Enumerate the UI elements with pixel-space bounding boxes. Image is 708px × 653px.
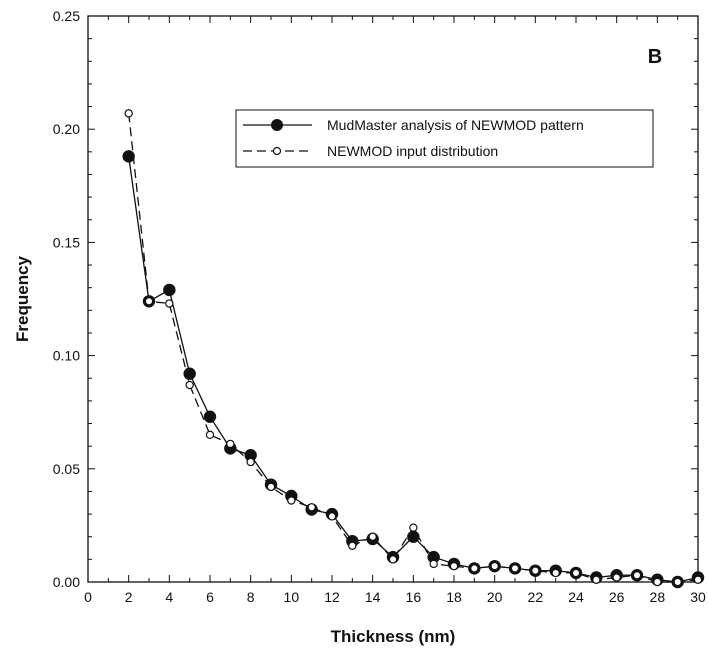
legend: MudMaster analysis of NEWMOD pattern NEW… bbox=[235, 109, 654, 168]
newmod-point bbox=[246, 457, 255, 467]
x-tick-label: 6 bbox=[206, 589, 214, 605]
newmod-point bbox=[348, 541, 357, 550]
y-tick-label: 0.15 bbox=[53, 234, 80, 250]
x-tick-label: 28 bbox=[650, 589, 666, 605]
x-tick-label: 24 bbox=[568, 589, 584, 605]
x-tick-label: 10 bbox=[284, 589, 300, 605]
newmod-point bbox=[287, 496, 296, 505]
legend-swatch-marker-newmod bbox=[272, 146, 282, 156]
x-tick-label: 4 bbox=[165, 589, 173, 605]
legend-box bbox=[235, 109, 654, 168]
newmod-point bbox=[510, 564, 520, 573]
x-tick-label: 2 bbox=[125, 589, 133, 605]
newmod-point bbox=[632, 571, 642, 580]
newmod-point bbox=[266, 482, 276, 492]
newmod-point bbox=[307, 503, 316, 512]
mudmaster-point bbox=[407, 530, 420, 543]
x-tick-label: 0 bbox=[84, 589, 92, 605]
x-tick-label: 30 bbox=[690, 589, 706, 605]
y-tick-label: 0.10 bbox=[53, 348, 80, 364]
y-axis-title: Frequency bbox=[13, 255, 32, 342]
mudmaster-point bbox=[244, 449, 257, 462]
newmod-point bbox=[531, 566, 540, 575]
tick-labels: 0 2 4 6 8 10 12 14 16 18 20 22 24 26 28 300.000.050.100… bbox=[53, 8, 706, 605]
mudmaster-point bbox=[163, 283, 176, 297]
newmod-point bbox=[571, 568, 581, 578]
mudmaster-point bbox=[203, 410, 217, 423]
series-line-mudmaster bbox=[128, 156, 699, 583]
y-tick-label: 0.00 bbox=[53, 574, 80, 590]
y-tick-label: 0.25 bbox=[53, 8, 80, 24]
newmod-point bbox=[185, 380, 194, 390]
newmod-point bbox=[165, 299, 174, 308]
newmod-point bbox=[205, 430, 215, 440]
panel-letter: B bbox=[648, 46, 662, 68]
x-tick-label: 16 bbox=[406, 589, 422, 605]
x-axis-title: Thickness (nm) bbox=[331, 627, 456, 646]
mudmaster-point bbox=[122, 150, 135, 163]
newmod-point bbox=[124, 109, 133, 118]
x-tick-label: 22 bbox=[528, 589, 544, 605]
legend-swatch-marker-mudmaster bbox=[271, 119, 283, 131]
y-tick-label: 0.05 bbox=[53, 461, 80, 477]
newmod-point bbox=[368, 532, 377, 541]
newmod-point bbox=[144, 297, 154, 306]
x-tick-label: 14 bbox=[365, 589, 381, 605]
newmod-point bbox=[653, 577, 662, 587]
newmod-point bbox=[449, 561, 459, 571]
series-line-newmod bbox=[128, 113, 699, 583]
legend-label-newmod: NEWMOD input distribution bbox=[327, 143, 498, 159]
newmod-point bbox=[470, 564, 479, 573]
newmod-point bbox=[673, 577, 682, 587]
legend-label-mudmaster: MudMaster analysis of NEWMOD pattern bbox=[327, 117, 584, 133]
newmod-point bbox=[693, 575, 703, 584]
mudmaster-point bbox=[427, 550, 440, 564]
newmod-point bbox=[226, 439, 235, 449]
axis-ticks bbox=[87, 15, 699, 583]
newmod-point bbox=[429, 559, 438, 569]
newmod-point bbox=[490, 561, 499, 571]
mudmaster-point bbox=[183, 367, 196, 380]
newmod-point bbox=[592, 575, 601, 584]
x-tick-label: 18 bbox=[446, 589, 462, 605]
newmod-point bbox=[551, 568, 560, 578]
newmod-point bbox=[327, 512, 337, 521]
x-tick-label: 12 bbox=[324, 589, 340, 605]
newmod-point bbox=[409, 523, 418, 532]
newmod-point bbox=[612, 573, 621, 582]
x-tick-label: 8 bbox=[247, 589, 255, 605]
newmod-point bbox=[388, 555, 398, 564]
plot-frame bbox=[87, 15, 699, 583]
series-layer bbox=[122, 109, 705, 589]
x-tick-label: 26 bbox=[609, 589, 625, 605]
x-tick-label: 20 bbox=[487, 589, 503, 605]
y-tick-label: 0.20 bbox=[53, 121, 80, 137]
